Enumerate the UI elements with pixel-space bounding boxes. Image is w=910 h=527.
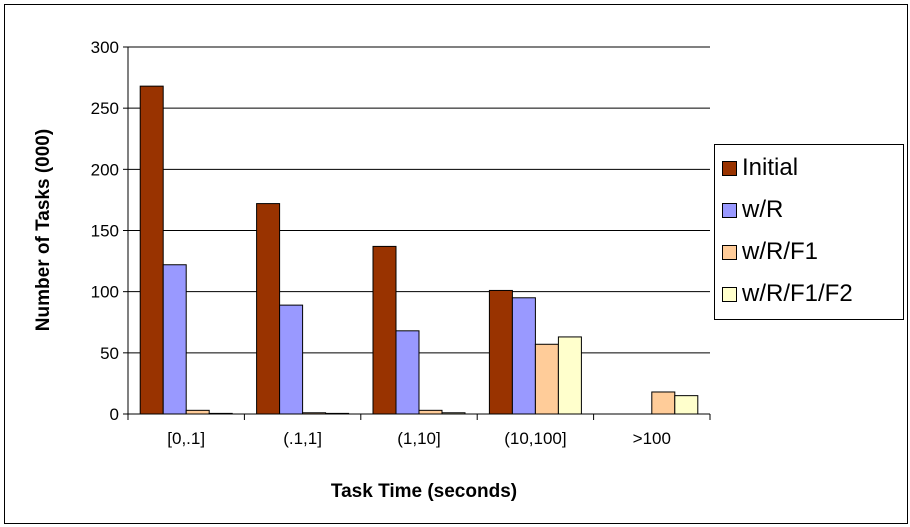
bar [279,304,304,415]
y-tick-labels: 0 50 100 150 200 250 300 [91,38,119,424]
legend-swatch [722,286,737,302]
y-tick-label: 250 [91,99,119,118]
legend-item-w-r-f1: w/R/F1 [715,235,818,269]
legend-label: w/R/F1 [742,238,819,265]
legend-item-initial: Initial [715,151,798,185]
y-tick-label: 200 [91,160,119,179]
bar [651,391,676,415]
legend-swatch [722,244,737,260]
legend-item-w-r-f1-f2: w/R/F1/F2 [715,277,853,311]
x-tick-label: (1,10] [397,429,440,448]
bars [139,85,699,415]
bar [674,395,699,415]
y-axis-title: Number of Tasks (000) [33,129,54,331]
bar [557,336,582,415]
bar [256,203,281,415]
legend-item-w-r: w/R [715,193,783,227]
y-tick-label: 50 [100,344,119,363]
x-tick-labels: [0,.1] (.1,1] (1,10] (10,100] >100 [167,429,671,448]
legend-label: w/R [742,196,784,223]
bar [418,409,443,415]
legend-label: Initial [742,154,799,181]
legend-swatch [722,160,737,176]
y-tick-label: 0 [110,405,119,424]
bar [534,343,559,415]
x-axis-title: Task Time (seconds) [331,481,517,502]
bar [511,297,536,415]
y-tick-label: 300 [91,38,119,57]
bar [488,289,513,415]
y-tick-label: 100 [91,283,119,302]
legend-swatch [722,202,737,218]
bar [139,85,164,415]
bar [185,409,210,415]
gridlines [128,46,710,354]
x-tick-label: >100 [633,429,671,448]
bar [162,264,187,415]
legend-label: w/R/F1/F2 [742,280,853,307]
x-tick-label: [0,.1] [167,429,205,448]
legend: Initial w/R w/R/F1 w/R/F1/F2 [714,144,904,320]
x-tick-label: (.1,1] [283,429,322,448]
bar [372,245,397,415]
bar [395,330,420,415]
y-tick-label: 150 [91,222,119,241]
axes [123,46,711,420]
x-tick-label: (10,100] [504,429,566,448]
